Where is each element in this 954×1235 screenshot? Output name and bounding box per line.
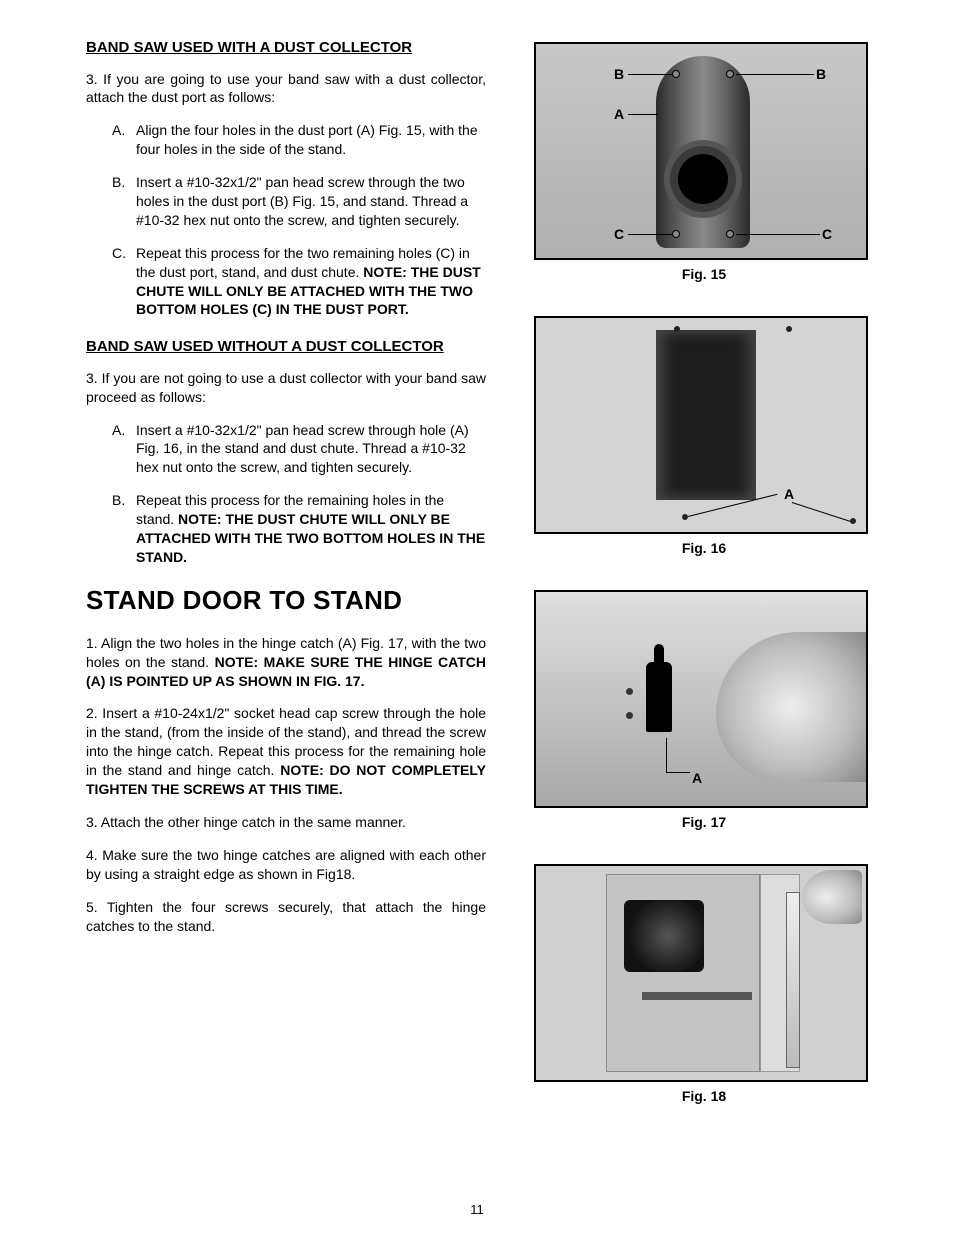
item-letter: A. [112,121,126,159]
figure-15-image: B B A C C [534,42,868,260]
figure-15: B B A C C Fig. 15 [534,42,874,282]
section1-intro: 3. If you are going to use your band saw… [86,70,486,108]
item-letter: B. [112,173,126,230]
section1-list: A. Align the four holes in the dust port… [86,121,486,319]
figure-17-caption: Fig. 17 [534,814,874,830]
item-body: Repeat this process for the two remainin… [136,244,486,320]
fig15-label-a: A [614,106,624,122]
fig15-label-c1: C [614,226,624,242]
figure-15-caption: Fig. 15 [534,266,874,282]
list-item: B. Insert a #10-32x1/2" pan head screw t… [112,173,486,230]
figure-16: A Fig. 16 [534,316,874,556]
section3-para-5: 5. Tighten the four screws securely, tha… [86,898,486,936]
section2-heading: BAND SAW USED WITHOUT A DUST COLLECTOR [86,337,486,357]
list-item: A. Insert a #10-32x1/2" pan head screw t… [112,421,486,478]
item-body: Insert a #10-32x1/2" pan head screw thro… [136,173,486,230]
fig16-label-a: A [784,486,794,502]
fig15-label-b1: B [614,66,624,82]
section3-para-3: 3. Attach the other hinge catch in the s… [86,813,486,832]
figure-17: A Fig. 17 [534,590,874,830]
list-item: C. Repeat this process for the two remai… [112,244,486,320]
section2-list: A. Insert a #10-32x1/2" pan head screw t… [86,421,486,567]
figure-18: Fig. 18 [534,864,874,1104]
figure-16-caption: Fig. 16 [534,540,874,556]
fig15-label-b2: B [816,66,826,82]
list-item: A. Align the four holes in the dust port… [112,121,486,159]
item-letter: C. [112,244,126,320]
section2-intro: 3. If you are not going to use a dust co… [86,369,486,407]
section1-heading: BAND SAW USED WITH A DUST COLLECTOR [86,38,486,58]
figure-18-image [534,864,868,1082]
list-item: B. Repeat this process for the remaining… [112,491,486,567]
item-body: Insert a #10-32x1/2" pan head screw thro… [136,421,486,478]
fig15-label-c2: C [822,226,832,242]
figure-17-image: A [534,590,868,808]
figure-16-image: A [534,316,868,534]
section3-heading: STAND DOOR TO STAND [86,585,486,616]
section3-para-2: 2. Insert a #10-24x1/2" socket head cap … [86,704,486,798]
section3-para-4: 4. Make sure the two hinge catches are a… [86,846,486,884]
fig17-label-a: A [692,770,702,786]
figure-18-caption: Fig. 18 [534,1088,874,1104]
item-letter: A. [112,421,126,478]
item-letter: B. [112,491,126,567]
item-body: Align the four holes in the dust port (A… [136,121,486,159]
item-body: Repeat this process for the remaining ho… [136,491,486,567]
page-number: 11 [0,1202,954,1217]
section3-para-1: 1. Align the two holes in the hinge catc… [86,634,486,691]
